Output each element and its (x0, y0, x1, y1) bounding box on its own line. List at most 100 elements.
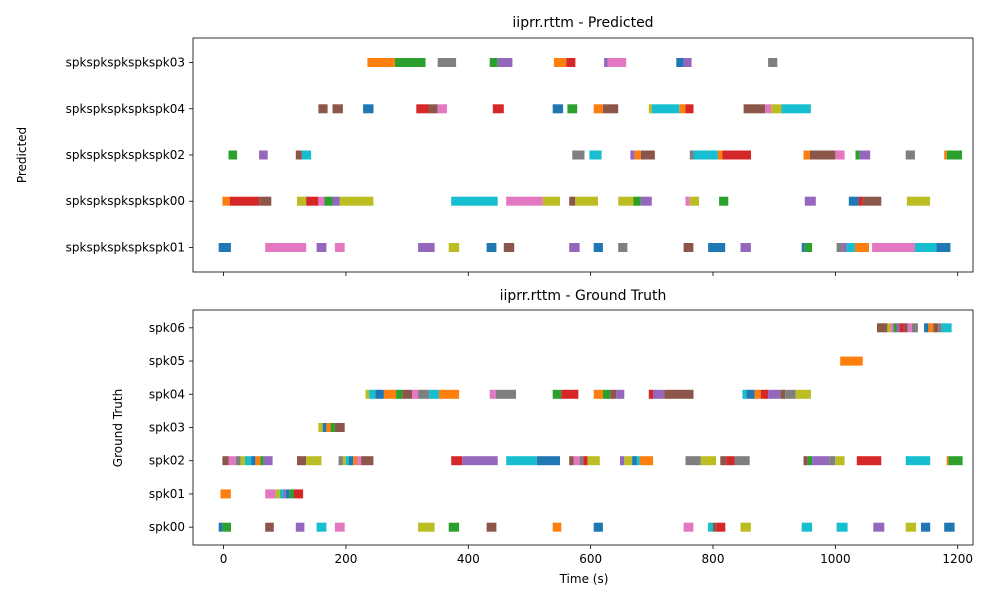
ground-truth-segment-spk06 (938, 323, 942, 333)
predicted-segment-spkspkspkspkspk02 (693, 150, 718, 160)
predicted-segment-spkspkspkspkspk04 (318, 104, 328, 114)
ground-truth-segment-spk06 (877, 323, 888, 333)
ground-truth-segment-spk02 (720, 456, 727, 466)
predicted-segment-spkspkspkspkspk02 (944, 150, 947, 160)
ground-truth-segment-spk04 (552, 389, 562, 399)
ground-truth-segment-spk02 (306, 456, 322, 466)
ground-truth-segment-spk02 (338, 456, 343, 466)
ground-truth-segment-spk01 (293, 489, 304, 499)
ground-truth-segment-spk06 (911, 323, 918, 333)
predicted-ylabel: Predicted (15, 127, 29, 183)
ground-truth-segment-spk02 (357, 456, 362, 466)
predicted-segment-spkspkspkspkspk01 (914, 243, 937, 252)
ground-truth-segment-spk02 (620, 456, 625, 466)
predicted-segment-spkspkspkspkspk04 (492, 104, 504, 114)
predicted-segment-spkspkspkspkspk01 (854, 243, 869, 252)
ground-truth-segment-spk02 (235, 456, 241, 466)
predicted-segment-spkspkspkspkspk02 (259, 150, 268, 160)
predicted-segment-spkspkspkspkspk01 (708, 243, 726, 252)
ground-truth-segment-spk00 (218, 522, 223, 532)
predicted-ytick-label: spkspkspkspkspk00 (66, 194, 185, 208)
ground-truth-ytick-labels: spk00 spk01 spk02 spk03 spk04 spk05 spk06 (149, 321, 185, 534)
ground-truth-segment-spk02 (829, 456, 836, 466)
predicted-segment-spkspkspkspkspk00 (324, 196, 333, 206)
ground-truth-segment-spk02 (583, 456, 588, 466)
predicted-segment-spkspkspkspkspk03 (489, 58, 498, 67)
predicted-segment-spkspkspkspkspk04 (743, 104, 765, 114)
predicted-ticks (189, 62, 959, 276)
predicted-segment-spkspkspkspkspk02 (295, 150, 302, 160)
ground-truth-segment-spk04 (412, 389, 419, 399)
ground-truth-segment-spk02 (251, 456, 256, 466)
predicted-segment-spkspkspkspkspk04 (771, 104, 782, 114)
ground-truth-segment-spk00 (334, 522, 345, 532)
ground-truth-segment-spk03 (334, 423, 345, 432)
predicted-segment-spkspkspkspkspk02 (640, 150, 655, 160)
predicted-segment-spkspkspkspkspk00 (689, 196, 699, 206)
predicted-segment-spkspkspkspkspk01 (836, 243, 843, 252)
ground-truth-xtick-label: 1000 (820, 552, 851, 566)
ground-truth-segment-spk02 (462, 456, 498, 466)
predicted-segment-spkspkspkspkspk01 (503, 243, 515, 252)
ground-truth-segment-spk04 (383, 389, 397, 399)
predicted-segment-spkspkspkspkspk04 (593, 104, 603, 114)
predicted-segment-spkspkspkspkspk04 (567, 104, 578, 114)
ground-truth-xtick-label: 200 (334, 552, 357, 566)
ground-truth-segment-spk04 (610, 389, 617, 399)
ground-truth-segment-spk02 (353, 456, 357, 466)
predicted-segment-spkspkspkspkspk04 (332, 104, 343, 114)
ground-truth-segment-spk02 (573, 456, 580, 466)
ground-truth-segment-spk02 (632, 456, 637, 466)
ground-truth-segment-spk02 (506, 456, 537, 466)
ground-truth-ytick-label: spk00 (149, 520, 185, 534)
predicted-segment-spkspkspkspkspk00 (719, 196, 729, 206)
ground-truth-segment-spk00 (418, 522, 435, 532)
ground-truth-segment-spk01 (286, 489, 290, 499)
ground-truth-xtick-label: 1200 (942, 552, 973, 566)
ground-truth-ytick-label: spk06 (149, 321, 185, 335)
ground-truth-segment-spk04 (760, 389, 768, 399)
predicted-ytick-label: spkspkspkspkspk01 (66, 240, 185, 254)
predicted-segment-spkspkspkspkspk04 (781, 104, 811, 114)
ground-truth-segment-spk06 (933, 323, 939, 333)
ground-truth-segment-spk04 (369, 389, 376, 399)
ground-truth-segments (218, 323, 963, 532)
predicted-segment-spkspkspkspkspk01 (801, 243, 805, 252)
predicted-segment-spkspkspkspkspk04 (416, 104, 429, 114)
ground-truth-segment-spk02 (240, 456, 245, 466)
predicted-segment-spkspkspkspkspk00 (542, 196, 560, 206)
ground-truth-segment-spk02 (856, 456, 882, 466)
ground-truth-segment-spk01 (283, 489, 286, 499)
ground-truth-segment-spk04 (768, 389, 781, 399)
ground-truth-segment-spk06 (896, 323, 900, 333)
predicted-ytick-label: spkspkspkspkspk04 (66, 102, 185, 116)
ground-truth-segment-spk02 (639, 456, 654, 466)
ground-truth-ticks: 0 200 400 600 800 1000 1200 (189, 327, 973, 566)
predicted-segment-spkspkspkspkspk02 (803, 150, 810, 160)
predicted-segment-spkspkspkspkspk02 (835, 150, 845, 160)
predicted-title: iiprr.rttm - Predicted (512, 15, 653, 31)
ground-truth-segment-spk06 (890, 323, 894, 333)
predicted-segment-spkspkspkspkspk01 (218, 243, 231, 252)
predicted-segment-spkspkspkspkspk00 (633, 196, 641, 206)
ground-truth-segment-spk02 (228, 456, 236, 466)
ground-truth-ytick-label: spk04 (149, 387, 185, 401)
ground-truth-segment-spk06 (893, 323, 897, 333)
predicted-segment-spkspkspkspkspk03 (607, 58, 627, 67)
ground-truth-segment-spk02 (636, 456, 640, 466)
predicted-segment-spkspkspkspkspk00 (332, 196, 340, 206)
predicted-panel: iiprr.rttm - Predicted Predicted spkspks… (15, 15, 974, 276)
ground-truth-segment-spk02 (263, 456, 273, 466)
ground-truth-segment-spk00 (921, 522, 931, 532)
predicted-ytick-labels: spkspkspkspkspk01 spkspkspkspkspk00 spkspk… (66, 56, 185, 255)
predicted-segment-spkspkspkspkspk01 (683, 243, 694, 252)
ground-truth-segment-spk06 (899, 323, 904, 333)
predicted-segment-spkspkspkspkspk00 (451, 196, 498, 206)
predicted-ytick-label: spkspkspkspkspk02 (66, 148, 185, 162)
ground-truth-segment-spk02 (685, 456, 701, 466)
ground-truth-segment-spk03 (326, 423, 331, 432)
ground-truth-segment-spk02 (807, 456, 813, 466)
ground-truth-segment-spk02 (255, 456, 261, 466)
predicted-segment-spkspkspkspkspk02 (722, 150, 751, 160)
